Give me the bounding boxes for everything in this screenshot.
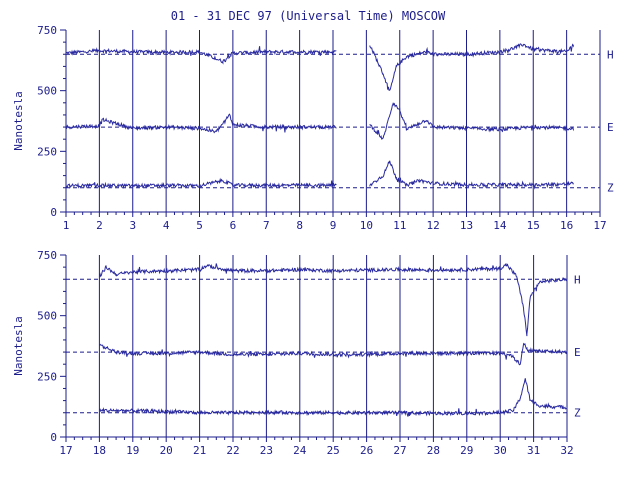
x-tick-label: 11 (393, 219, 406, 232)
x-tick-label: 12 (427, 219, 440, 232)
x-tick-label: 32 (560, 444, 573, 457)
x-tick-label: 21 (193, 444, 206, 457)
y-tick-label: 500 (37, 85, 57, 98)
x-tick-label: 13 (460, 219, 473, 232)
y-tick-label: 750 (37, 24, 57, 37)
x-tick-label: 8 (296, 219, 303, 232)
x-tick-label: 18 (93, 444, 106, 457)
chart-title: 01 - 31 DEC 97 (Universal Time) MOSCOW (171, 9, 446, 23)
y-tick-label: 750 (37, 249, 57, 262)
x-tick-label: 29 (460, 444, 473, 457)
trace-H (369, 43, 574, 91)
trace-H (98, 263, 568, 337)
series-label-Z: Z (574, 407, 581, 420)
y-tick-label: 500 (37, 310, 57, 323)
y-tick-label: 250 (37, 145, 57, 158)
trace-E (65, 113, 337, 134)
series-label-E: E (607, 121, 614, 134)
y-tick-label: 0 (50, 206, 57, 219)
trace-Z (369, 160, 574, 190)
x-tick-label: 16 (560, 219, 573, 232)
x-tick-label: 5 (196, 219, 203, 232)
x-tick-label: 25 (327, 444, 340, 457)
x-tick-label: 26 (360, 444, 373, 457)
trace-Z (65, 177, 337, 189)
x-tick-label: 7 (263, 219, 270, 232)
x-tick-label: 17 (59, 444, 72, 457)
series-label-H: H (607, 48, 614, 61)
x-tick-label: 2 (96, 219, 103, 232)
y-tick-label: 0 (50, 431, 57, 444)
trace-E (98, 342, 568, 366)
x-tick-label: 24 (293, 444, 307, 457)
x-tick-label: 15 (527, 219, 540, 232)
x-tick-label: 19 (126, 444, 139, 457)
series-label-H: H (574, 273, 581, 286)
trace-E (369, 102, 574, 140)
x-tick-label: 10 (360, 219, 373, 232)
x-tick-label: 22 (226, 444, 239, 457)
trace-H (65, 46, 337, 65)
x-tick-label: 17 (593, 219, 606, 232)
x-tick-label: 23 (260, 444, 273, 457)
x-tick-label: 1 (63, 219, 70, 232)
x-tick-label: 14 (493, 219, 507, 232)
x-tick-label: 31 (527, 444, 540, 457)
x-tick-label: 9 (330, 219, 337, 232)
y-axis-label: Nanotesla (12, 91, 25, 151)
x-tick-label: 28 (427, 444, 440, 457)
x-tick-label: 4 (163, 219, 170, 232)
panel-1-17: 1 2 3 4 5 6 7 8 9 10 11 12 13 14 15 16 170250500750Nanot… (12, 24, 614, 232)
x-tick-label: 27 (393, 444, 406, 457)
x-tick-label: 3 (129, 219, 136, 232)
panel-17-32: 17 18 19 20 21 22 23 24 25 26 27 28 29 30 31 32 0 250 500 7… (12, 249, 581, 457)
trace-Z (99, 378, 568, 417)
series-label-E: E (574, 346, 581, 359)
y-axis-label: Nanotesla (12, 316, 25, 376)
x-tick-label: 6 (230, 219, 237, 232)
x-tick-label: 30 (494, 444, 507, 457)
x-tick-label: 20 (160, 444, 173, 457)
y-tick-label: 250 (37, 370, 57, 383)
series-label-Z: Z (607, 182, 614, 195)
